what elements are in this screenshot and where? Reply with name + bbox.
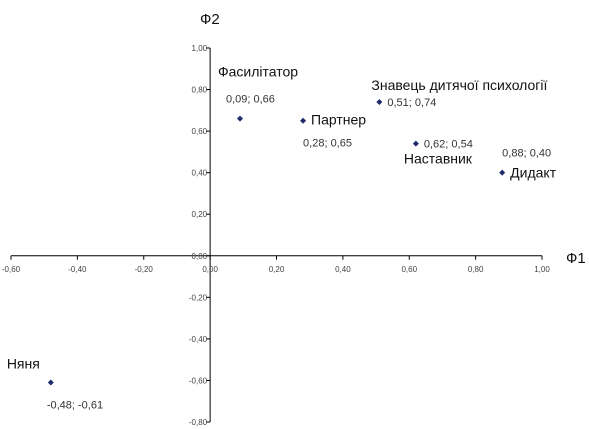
x-tick-label: 1,00 xyxy=(534,265,550,274)
point-coord-label: 0,09; 0,66 xyxy=(226,94,275,106)
point-coord-label: -0,48; -0,61 xyxy=(47,400,103,412)
x-tick-label: -0,40 xyxy=(68,265,87,274)
data-point-marker xyxy=(236,115,243,122)
data-point-marker xyxy=(300,117,307,124)
y-tick-label: 1,00 xyxy=(192,44,208,53)
y-tick-label: 0,60 xyxy=(192,127,208,136)
x-tick-label: -0,60 xyxy=(2,265,21,274)
point-name-label: Фасилітатор xyxy=(218,64,298,80)
point-coord-label: 0,28; 0,65 xyxy=(303,138,352,150)
y-tick-label: -0,80 xyxy=(189,418,208,427)
y-axis-ticks: 1,00 0,80 0,60 0,40 0,20 0,00 -0,20 -0,40 -0,60 -… xyxy=(189,44,211,427)
y-tick-label: 0,40 xyxy=(192,169,208,178)
data-point-marker xyxy=(499,169,506,176)
y-tick-label: 0,00 xyxy=(192,252,208,261)
x-tick-label: 0,00 xyxy=(202,265,218,274)
y-tick-label: -0,20 xyxy=(189,293,208,302)
point-coord-label: 0,62; 0,54 xyxy=(424,139,473,151)
x-axis-ticks: -0,60 -0,40 -0,20 0,00 0,20 0,40 0,60 0,80 1,00 xyxy=(2,255,550,274)
y-axis-title: Ф2 xyxy=(200,11,220,28)
point-name-label: Дидакт xyxy=(510,165,557,181)
data-point-marker xyxy=(376,99,383,106)
x-tick-label: 0,40 xyxy=(335,265,351,274)
x-tick-label: 0,20 xyxy=(269,265,285,274)
point-coord-label: 0,88; 0,40 xyxy=(502,148,551,160)
point-coord-label: 0,51; 0,74 xyxy=(387,97,436,109)
point-name-label: Наставник xyxy=(404,151,473,167)
point-name-label: Знавець дитячої психології xyxy=(371,77,547,93)
data-point-marker xyxy=(47,379,54,386)
point-name-label: Няня xyxy=(7,356,40,372)
y-tick-label: 0,20 xyxy=(192,210,208,219)
x-tick-label: 0,60 xyxy=(401,265,417,274)
y-tick-label: -0,60 xyxy=(189,376,208,385)
x-axis-title: Ф1 xyxy=(566,250,586,267)
data-points: Фасилітатор 0,09; 0,66 Партнер 0,28; 0,65 Зн… xyxy=(7,64,557,412)
y-tick-label: -0,40 xyxy=(189,335,208,344)
y-tick-label: 0,80 xyxy=(192,86,208,95)
point-name-label: Партнер xyxy=(311,112,366,128)
x-tick-label: -0,20 xyxy=(135,265,154,274)
data-point-marker xyxy=(412,140,419,147)
x-tick-label: 0,80 xyxy=(468,265,484,274)
